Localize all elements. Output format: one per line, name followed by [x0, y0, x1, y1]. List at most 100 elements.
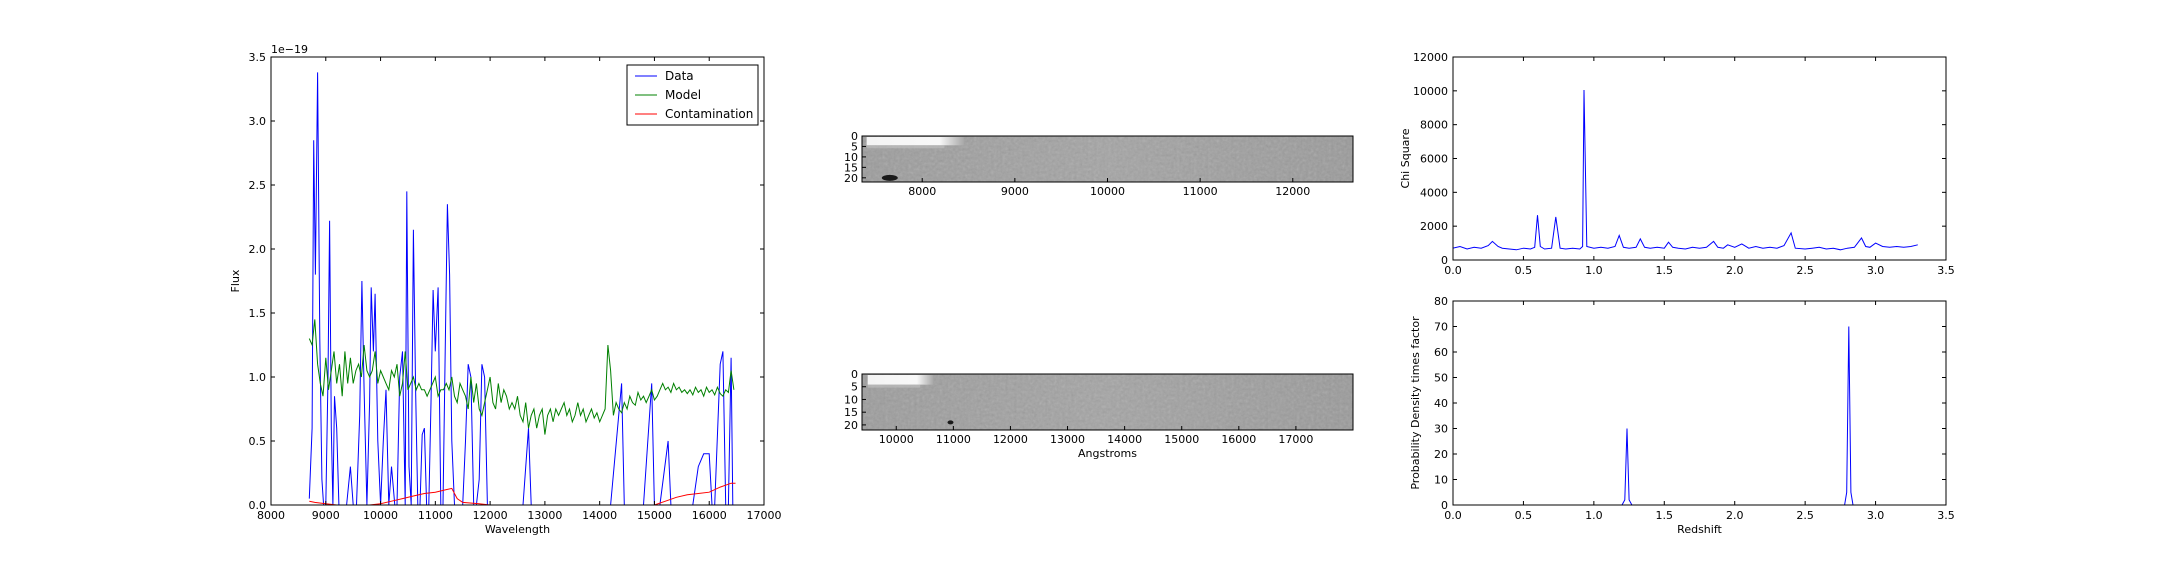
stamp-top-ytick-label: 0 [851, 130, 858, 143]
stamp-bottom-dark-spot [947, 420, 954, 425]
stamp-bottom-xtick-label: 15000 [1164, 433, 1199, 446]
stamp-top-xtick-label: 12000 [1275, 185, 1310, 198]
stamp-bottom-xtick-label: 13000 [1050, 433, 1085, 446]
chi-square-ytick-label: 8000 [1420, 119, 1448, 132]
chi-square-axes: 0.0 0.5 1.0 1.5 2.0 2.5 3.0 3.5 0 2000 4000 6000 800… [1399, 51, 1955, 277]
spectrum-series-data [308, 72, 736, 505]
legend-label-model: Model [665, 88, 701, 102]
chi-square-series-line [1453, 89, 1918, 251]
stamp-bottom-xlabel: Angstroms [1078, 447, 1137, 460]
legend-label-data: Data [665, 69, 694, 83]
spectrum-xtick-label: 10000 [363, 509, 398, 522]
spectrum-ytick-label: 0.0 [249, 499, 267, 512]
stamp-top-xtick-label: 10000 [1090, 185, 1125, 198]
spectrum-ytick-label: 3.0 [249, 115, 267, 128]
stamp-top-ytick-label: 20 [844, 172, 858, 185]
spectrum-xtick-label: 12000 [473, 509, 508, 522]
spectrum-offset-label: 1e−19 [271, 43, 308, 56]
chi-square-xtick-label: 0.0 [1444, 264, 1462, 277]
spectrum-frame [270, 56, 765, 506]
spectrum-series-model [308, 319, 735, 435]
stamp-bottom-xtick-label: 16000 [1221, 433, 1256, 446]
chi-square-ylabel: Chi Square [1399, 128, 1412, 188]
spectrum-xtick-label: 11000 [418, 509, 453, 522]
probability-density-ytick-label: 20 [1434, 448, 1448, 461]
stamp-bottom-ytick-label: 0 [851, 368, 858, 381]
stamp-bottom-image-noise [862, 374, 1353, 430]
chi-square-xtick-label: 2.5 [1796, 264, 1814, 277]
spectrum-xlabel: Wavelength [485, 523, 550, 536]
probability-density-ytick-label: 10 [1434, 474, 1448, 487]
spectrum-xtick-label: 16000 [692, 509, 727, 522]
stamp-bottom-xtick-label: 17000 [1278, 433, 1313, 446]
spectrum-ytick-label: 0.5 [249, 435, 267, 448]
stamp-bottom-ytick-label: 10 [844, 393, 858, 406]
legend-label-contamination: Contamination [665, 107, 753, 121]
stamp-top-band-fade [866, 145, 945, 149]
probability-density-xtick-label: 3.0 [1867, 509, 1885, 522]
probability-density-xtick-label: 1.0 [1585, 509, 1603, 522]
chi-square-plot-area [1453, 89, 1918, 251]
probability-density-ytick-label: 30 [1434, 423, 1448, 436]
probability-density-xtick-label: 0.5 [1515, 509, 1533, 522]
spectrum-xtick-label: 17000 [747, 509, 782, 522]
spectrum-plot-area [308, 72, 736, 505]
spectrum-ylabel: Flux [229, 269, 242, 292]
spectrum-ytick-label: 3.5 [249, 51, 267, 64]
probability-density-xtick-label: 3.5 [1937, 509, 1955, 522]
spectrum-xtick-label: 9000 [312, 509, 340, 522]
probability-density-xtick-label: 2.5 [1796, 509, 1814, 522]
probability-density-series-line [1453, 326, 1918, 505]
stamp-top-xtick-label: 8000 [908, 185, 936, 198]
stamp-bottom-ytick-label: 20 [844, 419, 858, 432]
spectrum-xtick-label: 13000 [527, 509, 562, 522]
stamp-top-xtick-label: 11000 [1183, 185, 1218, 198]
probability-density-ylabel: Probability Density times factor [1409, 316, 1422, 490]
chi-square-ytick-label: 4000 [1420, 186, 1448, 199]
stamp-top-ytick-label: 10 [844, 151, 858, 164]
stamp-top-ytick-label: 15 [844, 161, 858, 174]
stamp-top-ytick-label: 5 [851, 140, 858, 153]
probability-density-plot-area [1453, 326, 1918, 505]
probability-density-xtick-label: 0.0 [1444, 509, 1462, 522]
spectrum-series-contamination [309, 482, 736, 505]
probability-density-axes: 0.0 0.5 1.0 1.5 2.0 2.5 3.0 3.5 0 10 20 30 40 50 60 70 8… [1409, 295, 1955, 536]
chi-square-xtick-label: 3.5 [1937, 264, 1955, 277]
spectrum-ytick-label: 1.5 [249, 307, 267, 320]
probability-density-xtick-label: 1.5 [1656, 509, 1674, 522]
stamp-bottom-frame [861, 373, 1354, 431]
probability-density-xlabel: Redshift [1677, 523, 1722, 536]
probability-density-ytick-label: 50 [1434, 372, 1448, 385]
stamp-bottom-bright-band [867, 375, 934, 385]
spectrum-ytick-label: 1.0 [249, 371, 267, 384]
chi-square-xtick-label: 0.5 [1515, 264, 1533, 277]
spectrum-ytick-label: 2.0 [249, 243, 267, 256]
spectrum-xtick-label: 8000 [257, 509, 285, 522]
chi-square-ytick-label: 2000 [1420, 220, 1448, 233]
probability-density-frame [1452, 300, 1947, 506]
stamp-bottom-ytick-label: 5 [851, 381, 858, 394]
probability-density-ytick-label: 80 [1434, 295, 1448, 308]
stamp-bottom-xtick-label: 11000 [936, 433, 971, 446]
chi-square-xtick-label: 2.0 [1726, 264, 1744, 277]
chi-square-ytick-label: 6000 [1420, 153, 1448, 166]
stamp-bottom-band-fade [867, 384, 921, 388]
probability-density-ytick-label: 40 [1434, 397, 1448, 410]
stamp-bottom-xtick-label: 12000 [993, 433, 1028, 446]
stamp-bottom-axes: 10000 11000 12000 13000 14000 15000 16000 17000… [844, 368, 1313, 460]
chi-square-frame [1452, 56, 1947, 261]
spectrum-xtick-label: 14000 [582, 509, 617, 522]
stamp-top-dark-spot [881, 174, 898, 181]
spectrum-ytick-label: 2.5 [249, 179, 267, 192]
chi-square-xtick-label: 1.0 [1585, 264, 1603, 277]
probability-density-xtick-label: 2.0 [1726, 509, 1744, 522]
probability-density-ytick-label: 60 [1434, 346, 1448, 359]
stamp-bottom-ytick-label: 15 [844, 406, 858, 419]
stamp-bottom-xtick-label: 10000 [879, 433, 914, 446]
spectrum-legend: Data Model Contamination [626, 64, 759, 126]
chi-square-xtick-label: 3.0 [1867, 264, 1885, 277]
stamp-top-xtick-label: 9000 [1001, 185, 1029, 198]
chi-square-ytick-label: 10000 [1413, 85, 1448, 98]
